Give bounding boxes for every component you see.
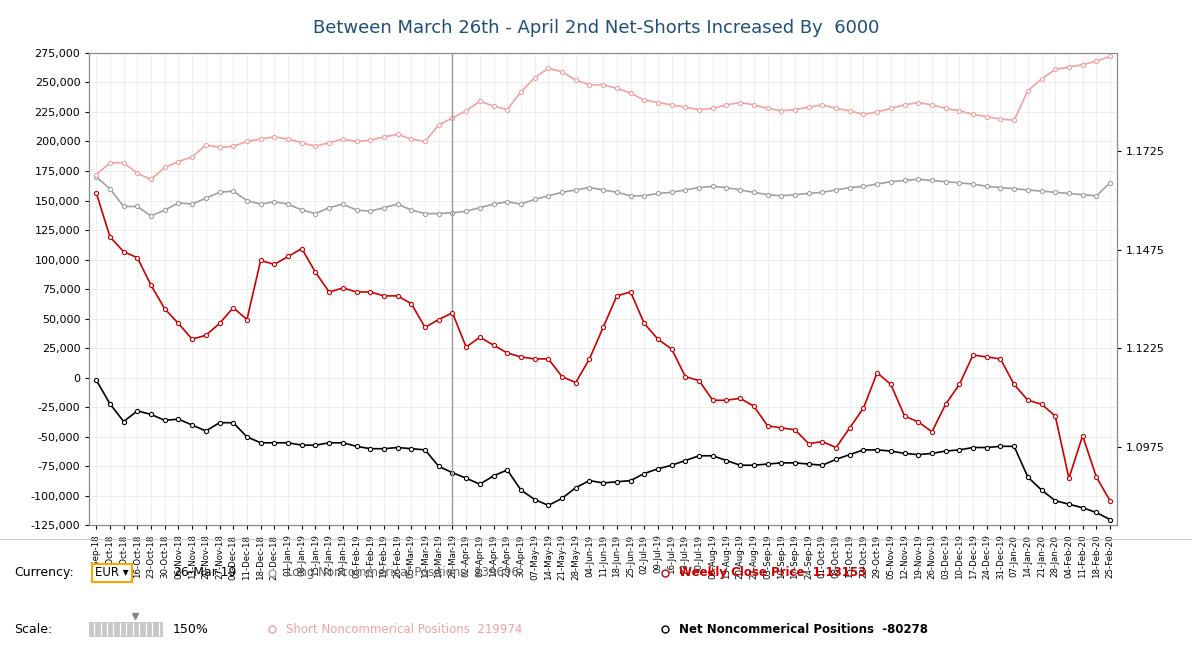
Text: 150%: 150%	[173, 623, 209, 636]
Text: Long Noncommerical Positions  139696: Long Noncommerical Positions 139696	[286, 566, 519, 580]
Text: EUR ▾: EUR ▾	[95, 566, 129, 580]
Text: Scale:: Scale:	[14, 623, 52, 636]
Text: Between March 26th - April 2nd Net-Shorts Increased By  6000: Between March 26th - April 2nd Net-Short…	[312, 19, 880, 36]
Text: Short Noncommerical Positions  219974: Short Noncommerical Positions 219974	[286, 623, 522, 636]
Text: Weekly Close Price  1.13153: Weekly Close Price 1.13153	[679, 566, 867, 580]
Text: Currency:: Currency:	[14, 566, 74, 580]
Bar	[89, 622, 163, 637]
Text: 26-Mar-19: 26-Mar-19	[173, 566, 236, 580]
Text: Net Noncommerical Positions  -80278: Net Noncommerical Positions -80278	[679, 623, 929, 636]
